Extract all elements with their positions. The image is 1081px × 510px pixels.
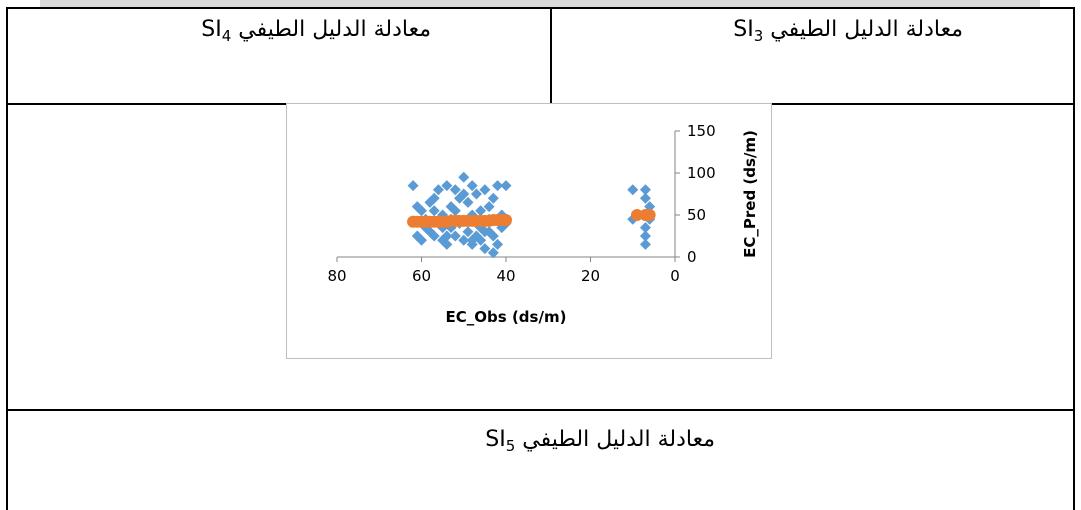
data-point-diamond: [458, 234, 470, 246]
data-point-diamond: [487, 192, 499, 204]
data-point-diamond: [428, 230, 440, 242]
data-point-circle: [445, 214, 458, 227]
data-point-diamond: [449, 184, 461, 196]
data-point-diamond: [479, 243, 491, 255]
data-point-diamond: [466, 234, 478, 246]
data-point-circle: [461, 214, 474, 227]
data-point-diamond: [411, 230, 423, 242]
data-point-circle: [487, 214, 500, 227]
data-point-diamond: [432, 184, 444, 196]
x-tick-label: 40: [496, 267, 515, 285]
data-point-diamond: [424, 196, 436, 208]
data-point-diamond: [483, 226, 495, 238]
data-point-diamond: [479, 184, 491, 196]
data-point-diamond: [639, 230, 651, 242]
si4-caption-text: معادلة الدليل الطيفي SI: [201, 17, 431, 42]
data-point-circle: [643, 209, 656, 221]
data-point-diamond: [462, 196, 474, 208]
si3-caption-text: معادلة الدليل الطيفي SI: [733, 17, 963, 42]
si4-caption: معادلة الدليل الطيفي SI4: [201, 17, 431, 45]
data-point-diamond: [470, 188, 482, 200]
data-point-circle: [630, 209, 643, 221]
data-point-diamond: [487, 247, 499, 259]
data-point-circle: [470, 214, 483, 227]
data-point-circle: [495, 214, 508, 227]
data-point-diamond: [416, 205, 427, 217]
row-divider-2: [8, 409, 1073, 411]
y-tick-label: 100: [687, 164, 716, 182]
data-point-diamond: [449, 230, 461, 242]
si5-caption: معادلة الدليل الطيفي SI5: [485, 427, 715, 455]
x-tick-label: 60: [412, 267, 431, 285]
data-point-diamond: [492, 180, 504, 192]
data-point-diamond: [466, 180, 478, 192]
y-axis-title: EC_Pred (ds/m): [741, 130, 759, 258]
x-tick-label: 80: [327, 267, 346, 285]
data-point-diamond: [462, 226, 474, 238]
data-point-diamond: [441, 180, 453, 192]
data-point-diamond: [639, 184, 651, 196]
data-point-circle: [453, 214, 466, 227]
document-table: معادلة الدليل الطيفي SI3 معادلة الدليل ا…: [6, 7, 1075, 510]
data-point-diamond: [428, 192, 440, 204]
data-point-diamond: [411, 201, 423, 213]
scatter-chart-svg: 80 60 40 20 00 50 100 150 EC_Obs (ds/m) EC_Pred (…: [327, 122, 759, 326]
data-point-diamond: [458, 171, 470, 183]
x-tick-label: 20: [581, 267, 600, 285]
data-point-diamond: [492, 238, 504, 250]
data-point-diamond: [441, 230, 453, 242]
top-shade: [40, 0, 1040, 7]
scatter-chart: 80 60 40 20 0 0 50 100 150 EC_Obs (ds/m) EC_Pred (…: [286, 103, 772, 359]
data-point-diamond: [483, 201, 495, 213]
si3-subscript: 3: [753, 27, 764, 45]
data-point-diamond: [639, 222, 651, 234]
y-tick-label: 0: [687, 248, 697, 266]
data-point-diamond: [407, 180, 419, 192]
data-point-diamond: [470, 230, 482, 242]
data-point-diamond: [458, 188, 470, 200]
data-point-diamond: [441, 238, 453, 250]
data-point-diamond: [475, 205, 487, 217]
data-point-circle: [411, 215, 424, 228]
data-point-diamond: [627, 184, 639, 196]
si5-caption-text: معادلة الدليل الطيفي SI: [485, 427, 715, 452]
data-point-diamond: [639, 192, 651, 204]
data-point-diamond: [449, 205, 461, 217]
column-divider: [550, 9, 552, 103]
data-point-circle: [428, 215, 441, 228]
data-point-diamond: [428, 205, 440, 217]
si4-subscript: 4: [221, 27, 232, 45]
x-tick-label: 0: [670, 267, 680, 285]
x-axis-title: EC_Obs (ds/m): [446, 308, 567, 326]
y-tick-label: 150: [687, 122, 716, 140]
data-point-circle: [419, 215, 432, 228]
si5-subscript: 5: [505, 437, 516, 455]
si3-caption: معادلة الدليل الطيفي SI3: [733, 17, 963, 45]
data-point-diamond: [445, 201, 457, 213]
data-point-diamond: [500, 180, 512, 192]
y-tick-label: 50: [687, 206, 706, 224]
data-point-diamond: [639, 238, 651, 250]
